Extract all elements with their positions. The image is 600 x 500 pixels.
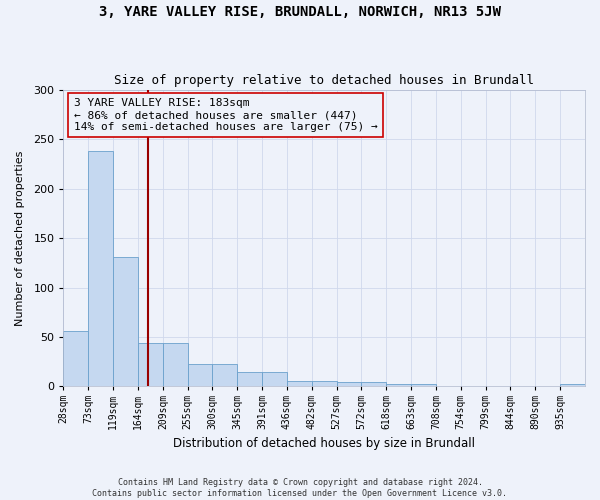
- Bar: [113, 257, 138, 386]
- Bar: [238, 372, 262, 386]
- Bar: [163, 343, 188, 386]
- Bar: [312, 380, 337, 386]
- Bar: [188, 364, 212, 386]
- Bar: [64, 331, 88, 386]
- Bar: [138, 343, 163, 386]
- Bar: [287, 380, 312, 386]
- Bar: [337, 382, 361, 386]
- Bar: [361, 382, 386, 386]
- Bar: [262, 372, 287, 386]
- X-axis label: Distribution of detached houses by size in Brundall: Distribution of detached houses by size …: [173, 437, 475, 450]
- Bar: [386, 384, 411, 386]
- Bar: [212, 364, 238, 386]
- Text: 3, YARE VALLEY RISE, BRUNDALL, NORWICH, NR13 5JW: 3, YARE VALLEY RISE, BRUNDALL, NORWICH, …: [99, 5, 501, 19]
- Text: Contains HM Land Registry data © Crown copyright and database right 2024.
Contai: Contains HM Land Registry data © Crown c…: [92, 478, 508, 498]
- Y-axis label: Number of detached properties: Number of detached properties: [15, 150, 25, 326]
- Title: Size of property relative to detached houses in Brundall: Size of property relative to detached ho…: [114, 74, 534, 87]
- Text: 3 YARE VALLEY RISE: 183sqm
← 86% of detached houses are smaller (447)
14% of sem: 3 YARE VALLEY RISE: 183sqm ← 86% of deta…: [74, 98, 377, 132]
- Bar: [560, 384, 585, 386]
- Bar: [411, 384, 436, 386]
- Bar: [88, 151, 113, 386]
